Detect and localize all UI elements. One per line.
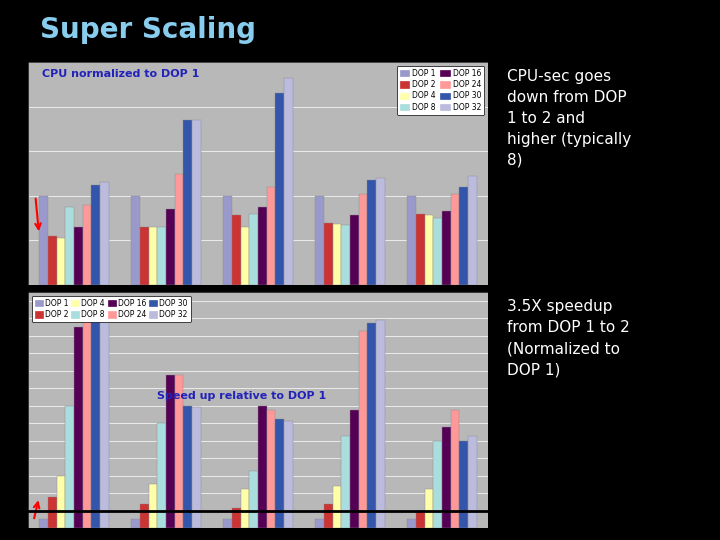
Bar — [74, 227, 83, 285]
Bar — [341, 436, 350, 528]
Bar — [284, 78, 293, 285]
Bar — [333, 486, 341, 528]
Bar — [192, 120, 201, 285]
Bar — [284, 421, 293, 528]
Bar — [324, 222, 333, 285]
Bar — [223, 519, 232, 528]
Bar — [148, 484, 157, 528]
Bar — [48, 497, 57, 528]
Bar — [341, 225, 350, 285]
Bar — [350, 215, 359, 285]
Bar — [66, 406, 74, 528]
Bar — [140, 227, 148, 285]
Bar — [415, 510, 425, 528]
Bar — [48, 236, 57, 285]
Bar — [175, 375, 184, 528]
Bar — [74, 327, 83, 528]
Bar — [240, 489, 249, 528]
Bar — [184, 120, 192, 285]
Bar — [425, 489, 433, 528]
Bar — [166, 375, 175, 528]
Bar — [407, 196, 415, 285]
Bar — [192, 407, 201, 528]
Bar — [459, 441, 468, 528]
Bar — [442, 211, 451, 285]
Bar — [39, 196, 48, 285]
Bar — [100, 183, 109, 285]
Bar — [451, 194, 459, 285]
Bar — [377, 178, 385, 285]
Text: Super Scaling: Super Scaling — [40, 16, 256, 44]
Bar — [415, 214, 425, 285]
Bar — [258, 406, 266, 528]
Bar — [131, 519, 140, 528]
Bar — [91, 318, 100, 528]
Bar — [324, 503, 333, 528]
Bar — [232, 508, 240, 528]
Bar — [266, 187, 276, 285]
Bar — [83, 305, 91, 528]
Bar — [407, 519, 415, 528]
Bar — [367, 322, 377, 528]
Bar — [333, 224, 341, 285]
Bar — [148, 227, 157, 285]
Bar — [266, 410, 276, 528]
Bar — [468, 176, 477, 285]
Bar — [83, 205, 91, 285]
Bar — [442, 428, 451, 528]
Bar — [240, 227, 249, 285]
Bar — [249, 214, 258, 285]
Bar — [367, 180, 377, 285]
Bar — [315, 519, 324, 528]
Text: 3.5X speedup
from DOP 1 to 2
(Normalized to
DOP 1): 3.5X speedup from DOP 1 to 2 (Normalized… — [507, 299, 630, 377]
Bar — [359, 332, 367, 528]
Bar — [425, 215, 433, 285]
Legend: DOP 1, DOP 2, DOP 4, DOP 8, DOP 16, DOP 24, DOP 30, DOP 32: DOP 1, DOP 2, DOP 4, DOP 8, DOP 16, DOP … — [397, 66, 484, 115]
Bar — [140, 503, 148, 528]
Legend: DOP 1, DOP 2, DOP 4, DOP 8, DOP 16, DOP 24, DOP 30, DOP 32: DOP 1, DOP 2, DOP 4, DOP 8, DOP 16, DOP … — [32, 296, 191, 322]
Bar — [56, 476, 66, 528]
Bar — [377, 320, 385, 528]
Bar — [131, 196, 140, 285]
Bar — [468, 436, 477, 528]
Bar — [249, 471, 258, 528]
Bar — [350, 410, 359, 528]
Bar — [91, 185, 100, 285]
Bar — [433, 441, 442, 528]
Bar — [276, 418, 284, 528]
Bar — [184, 406, 192, 528]
Text: Speed up relative to DOP 1: Speed up relative to DOP 1 — [157, 391, 326, 401]
Bar — [258, 207, 266, 285]
Text: CPU normalized to DOP 1: CPU normalized to DOP 1 — [42, 69, 199, 79]
Bar — [459, 187, 468, 285]
Bar — [359, 194, 367, 285]
Bar — [39, 519, 48, 528]
Bar — [100, 318, 109, 528]
Bar — [157, 227, 166, 285]
Bar — [232, 215, 240, 285]
Bar — [451, 410, 459, 528]
Bar — [66, 207, 74, 285]
Bar — [157, 423, 166, 528]
Bar — [56, 238, 66, 285]
Bar — [315, 196, 324, 285]
Bar — [433, 218, 442, 285]
Bar — [166, 209, 175, 285]
Text: CPU-sec goes
down from DOP
1 to 2 and
higher (typically
8): CPU-sec goes down from DOP 1 to 2 and hi… — [507, 69, 631, 168]
Bar — [223, 196, 232, 285]
Bar — [276, 93, 284, 285]
Bar — [175, 173, 184, 285]
